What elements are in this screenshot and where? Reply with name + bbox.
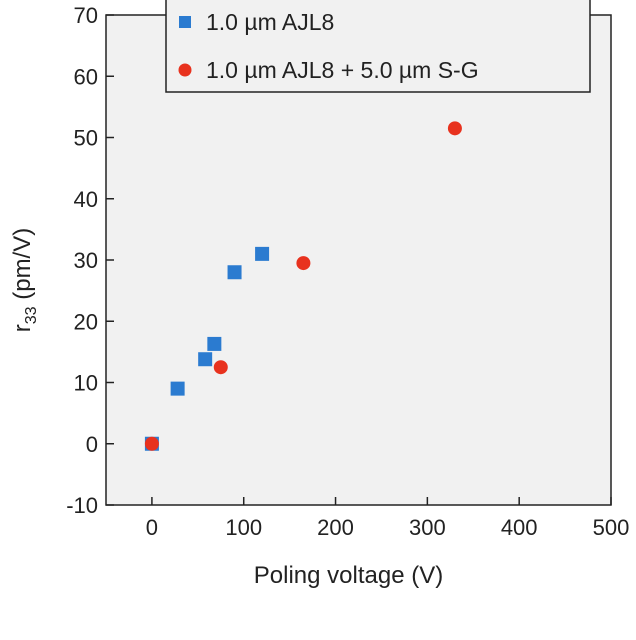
- x-axis-ticks: 0 100 200 300 400 500: [146, 497, 630, 540]
- data-point-circle: [296, 256, 311, 271]
- legend-box: [165, 0, 591, 93]
- y-axis-title-sub: 33: [23, 306, 40, 324]
- data-point-circle: [213, 360, 228, 375]
- y-tick-label: 50: [74, 126, 98, 151]
- x-axis-title: Poling voltage (V): [254, 562, 443, 589]
- data-point-circle: [144, 436, 159, 451]
- y-tick-label: 40: [74, 187, 98, 212]
- legend-label: 1.0 µm AJL8: [206, 9, 334, 35]
- x-tick-label: 300: [409, 515, 446, 540]
- legend-marker-circle: [178, 63, 192, 77]
- data-point-square: [207, 336, 222, 351]
- data-point-circle: [447, 121, 462, 136]
- x-tick-label: 200: [317, 515, 354, 540]
- y-axis-title-unit: (pm/V): [9, 228, 36, 307]
- legend-label: 1.0 µm AJL8 + 5.0 µm S-G: [206, 57, 479, 83]
- y-tick-label: 20: [74, 309, 98, 334]
- y-axis-ticks: -10 0 10 20 30 40 50 60 70: [66, 3, 114, 518]
- legend: 1.0 µm AJL8 1.0 µm AJL8 + 5.0 µm S-G: [165, 0, 591, 93]
- data-point-square: [227, 265, 242, 280]
- plot-area: [105, 14, 612, 506]
- x-tick-label: 100: [225, 515, 262, 540]
- y-tick-label: 70: [74, 3, 98, 28]
- legend-marker-square: [179, 16, 191, 28]
- y-tick-label: -10: [66, 493, 98, 518]
- y-axis-title: r33 (pm/V): [9, 228, 40, 332]
- y-tick-label: 30: [74, 248, 98, 273]
- y-axis-title-main: r: [9, 324, 36, 332]
- data-point-square: [170, 381, 185, 396]
- y-tick-label: 10: [74, 371, 98, 396]
- x-tick-label: 500: [593, 515, 630, 540]
- x-tick-label: 0: [146, 515, 158, 540]
- data-point-square: [198, 352, 213, 367]
- data-points: [144, 121, 462, 451]
- y-tick-label: 0: [86, 432, 98, 457]
- x-tick-label: 400: [501, 515, 538, 540]
- data-point-square: [255, 246, 270, 261]
- y-tick-label: 60: [74, 64, 98, 89]
